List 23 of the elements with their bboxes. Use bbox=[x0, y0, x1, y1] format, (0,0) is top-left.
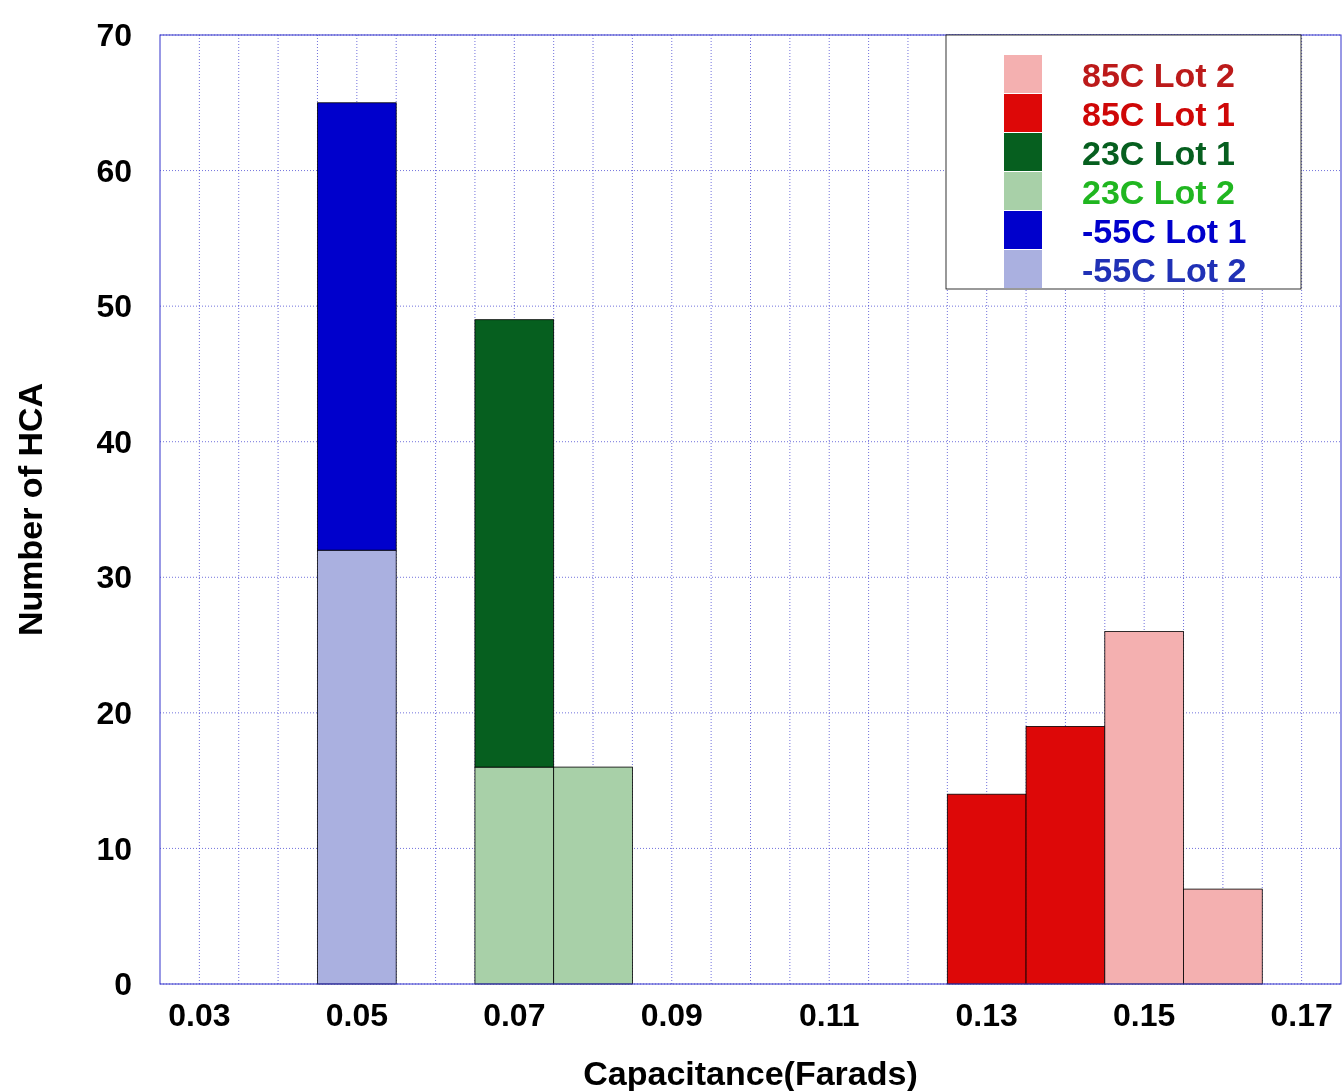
x-tick-label: 0.13 bbox=[955, 997, 1018, 1033]
y-tick-label: 20 bbox=[96, 695, 132, 732]
x-tick-label: 0.05 bbox=[325, 997, 388, 1033]
legend-label: -55C Lot 2 bbox=[1082, 250, 1247, 289]
legend-label: 23C Lot 2 bbox=[1082, 172, 1236, 211]
legend-label: -55C Lot 1 bbox=[1082, 211, 1247, 250]
y-tick-label: 10 bbox=[96, 830, 132, 867]
y-tick-label: 40 bbox=[96, 423, 132, 460]
x-tick-label: 0.15 bbox=[1113, 997, 1176, 1033]
x-tick-label: 0.03 bbox=[168, 997, 231, 1033]
legend-label: 85C Lot 2 bbox=[1082, 55, 1236, 94]
legend-label: 85C Lot 1 bbox=[1082, 94, 1236, 133]
x-tick-label: 0.17 bbox=[1270, 997, 1333, 1033]
y-tick-label: 70 bbox=[96, 17, 132, 54]
legend-label: 23C Lot 1 bbox=[1082, 133, 1236, 172]
y-axis-title: Number of HCA bbox=[11, 382, 49, 637]
y-tick-label: 0 bbox=[114, 966, 132, 1003]
x-tick-label: 0.11 bbox=[798, 997, 860, 1033]
y-tick-label: 30 bbox=[96, 559, 132, 596]
y-tick-label: 50 bbox=[96, 288, 132, 325]
y-tick-label: 60 bbox=[96, 152, 132, 189]
x-tick-label: 0.09 bbox=[640, 997, 703, 1033]
x-tick-label: 0.07 bbox=[483, 997, 546, 1033]
